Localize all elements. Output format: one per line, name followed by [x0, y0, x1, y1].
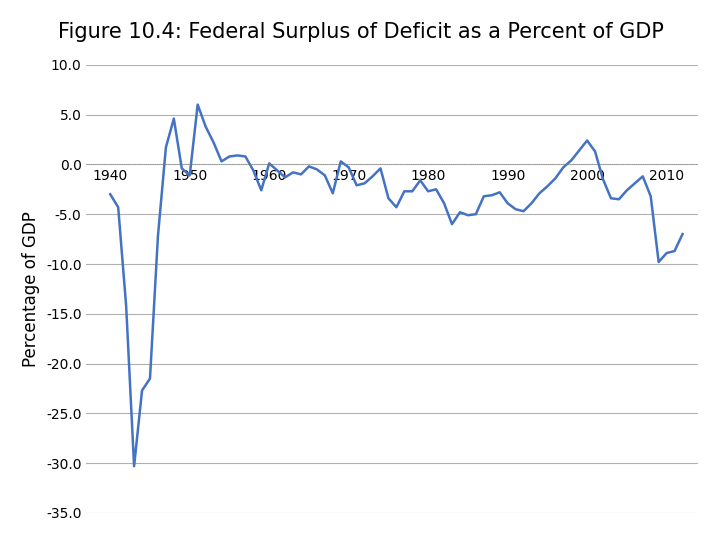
Text: Figure 10.4: Federal Surplus of Deficit as a Percent of GDP: Figure 10.4: Federal Surplus of Deficit … [58, 22, 663, 42]
Y-axis label: Percentage of GDP: Percentage of GDP [22, 211, 40, 367]
